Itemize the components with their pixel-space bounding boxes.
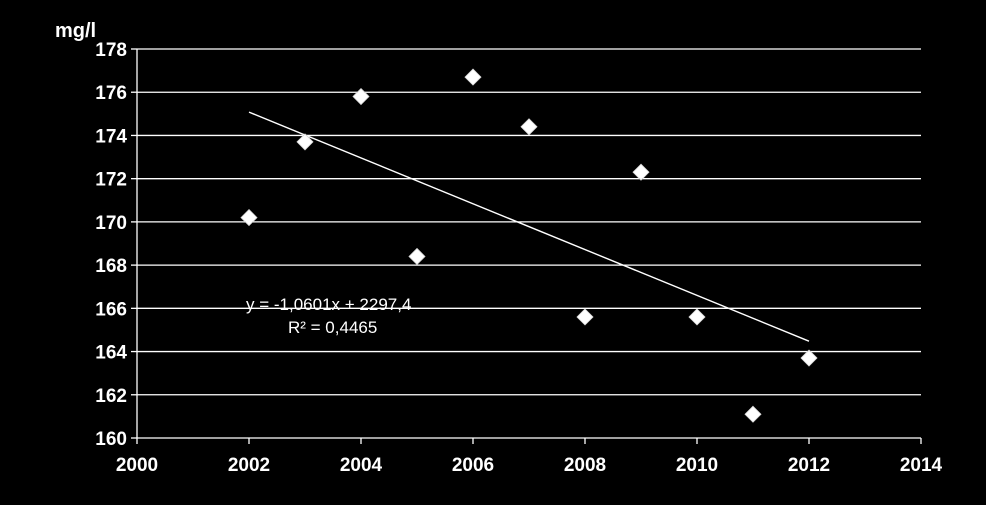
- x-tick-label: 2012: [788, 455, 830, 476]
- trendline-group: [248, 111, 810, 342]
- data-point-diamond: [688, 308, 706, 326]
- y-tick-label: 172: [95, 170, 127, 191]
- x-tick-label: 2010: [676, 455, 718, 476]
- tick-labels: 160 162 164 166 168 170 172 174 176 178 2000 2002 20…: [95, 40, 942, 476]
- data-point-diamond: [464, 68, 482, 86]
- y-tick-label: 168: [95, 256, 127, 277]
- gridlines: [137, 48, 921, 396]
- y-tick-label: 170: [95, 213, 127, 234]
- y-tick-label: 164: [95, 343, 127, 364]
- y-tick-label: 162: [95, 386, 127, 407]
- data-point-diamond: [576, 308, 594, 326]
- trendline: [248, 111, 810, 342]
- y-tick-label: 166: [95, 299, 127, 320]
- data-point-diamond: [240, 209, 258, 227]
- x-tick-label: 2006: [452, 455, 494, 476]
- data-point-diamond: [352, 87, 370, 106]
- data-point-diamond: [632, 163, 650, 181]
- x-tick-label: 2008: [564, 455, 606, 476]
- trendline-r-squared: R² = 0,4465: [288, 318, 377, 337]
- y-tick-label: 176: [95, 83, 127, 104]
- trendline-equation: y = -1,0601x + 2297,4: [246, 295, 411, 314]
- x-tick-label: 2002: [228, 455, 270, 476]
- x-tick-label: 2004: [340, 455, 383, 476]
- data-point-diamond: [520, 118, 538, 136]
- axes: [131, 48, 922, 444]
- data-point-diamond: [800, 349, 818, 367]
- data-point-diamond: [408, 247, 426, 266]
- x-tick-label: 2014: [900, 455, 943, 476]
- data-point-diamond: [744, 405, 762, 423]
- x-tick-label: 2000: [116, 455, 158, 476]
- data-point-diamond: [296, 133, 314, 151]
- y-tick-label: 160: [95, 429, 127, 450]
- y-tick-label: 174: [95, 126, 127, 147]
- y-tick-label: 178: [95, 40, 127, 61]
- data-points: [240, 68, 818, 423]
- y-axis-unit-label: mg/l: [55, 20, 96, 42]
